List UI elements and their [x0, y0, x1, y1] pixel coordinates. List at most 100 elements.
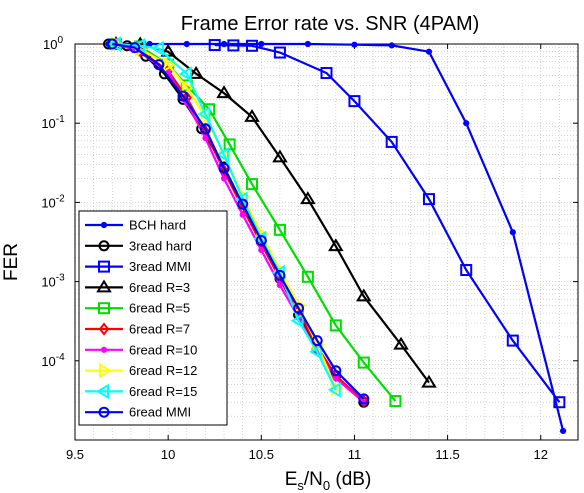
data-point: [153, 59, 165, 71]
data-point: [202, 134, 209, 142]
data-point: [227, 39, 240, 52]
data-point: [355, 288, 372, 302]
data-point: [329, 319, 342, 332]
data-point: [559, 427, 567, 435]
data-point: [110, 36, 124, 52]
data-point: [258, 40, 265, 48]
data-point: [311, 335, 323, 347]
data-point: [388, 42, 395, 49]
data-point: [216, 146, 230, 163]
data-point: [290, 313, 304, 329]
data-point: [301, 270, 314, 283]
data-point: [220, 175, 228, 182]
data-point: [98, 240, 110, 252]
data-point: [150, 40, 164, 57]
data-point: [463, 120, 470, 127]
x-tick-label: 10: [161, 447, 175, 462]
data-point: [208, 39, 221, 52]
data-point: [98, 322, 110, 336]
data-point: [199, 123, 211, 135]
data-point: [509, 229, 516, 236]
plot-area: 9.5 10 10.5 11 11.5 12 100 10-1 10-2 10-3 10-4 BCH …: [41, 35, 579, 462]
data-point: [178, 66, 192, 82]
legend-item: 3read MMI: [85, 259, 191, 274]
data-point: [274, 269, 286, 281]
data-point: [188, 65, 204, 79]
data-point: [309, 344, 323, 360]
data-point: [197, 106, 211, 122]
data-point: [100, 346, 108, 353]
data-point: [245, 39, 258, 52]
legend-label: 6read R=15: [129, 384, 197, 399]
series-line: [112, 42, 365, 400]
legend-item: 6read R=10: [85, 342, 197, 357]
legend-item: BCH hard: [85, 218, 186, 233]
data-point: [181, 80, 195, 96]
x-tick-label: 10.5: [249, 447, 274, 462]
data-point: [421, 374, 437, 388]
data-point: [129, 42, 141, 54]
legend-item: 6read R=5: [85, 301, 190, 316]
legend-label: 6read MMI: [129, 405, 191, 420]
legend-label: 3read hard: [129, 238, 192, 253]
data-point: [106, 38, 118, 50]
x-tick-label: 11.5: [435, 447, 459, 462]
series-line: [214, 43, 561, 403]
data-point: [258, 246, 265, 254]
data-point: [358, 393, 370, 405]
data-point: [99, 362, 112, 379]
legend-item: 6read R=12: [85, 362, 197, 379]
y-tick-label: 10-4: [41, 352, 65, 369]
data-point: [255, 235, 267, 247]
data-point: [425, 48, 433, 55]
legend-label: 3read MMI: [129, 259, 191, 274]
x-axis-label: Es/N0 (dB): [285, 469, 372, 493]
legend-label: 6read R=5: [129, 301, 190, 316]
data-point: [96, 279, 112, 293]
data-point: [351, 41, 358, 48]
data-point: [272, 149, 288, 163]
data-point: [273, 223, 286, 236]
data-point: [245, 178, 258, 191]
data-point: [357, 356, 370, 369]
data-point: [98, 260, 110, 273]
legend-label: BCH hard: [129, 218, 186, 233]
data-point: [98, 406, 110, 418]
data-point: [320, 67, 333, 80]
data-point: [385, 135, 398, 148]
x-tick-label: 11: [348, 447, 362, 462]
chart-title: Frame Error rate vs. SNR (4PAM): [181, 13, 480, 35]
data-point: [183, 40, 190, 48]
data-point: [276, 282, 284, 289]
legend-label: 6read R=10: [129, 342, 197, 357]
data-point: [273, 46, 286, 59]
legend-item: 6read R=3: [85, 279, 190, 295]
data-point: [304, 40, 311, 48]
legend-item: 3read hard: [85, 238, 192, 253]
legend-label: 6read R=7: [129, 322, 190, 337]
data-point: [223, 138, 236, 151]
data-point: [98, 302, 110, 315]
data-point: [300, 191, 316, 205]
data-point: [327, 382, 341, 398]
data-point: [218, 162, 230, 174]
series-6read-mmi: [106, 38, 370, 405]
series-line: [108, 42, 565, 432]
data-point: [100, 221, 108, 229]
data-point: [506, 334, 519, 347]
data-point: [389, 395, 402, 408]
data-point: [244, 108, 260, 122]
data-point: [328, 238, 344, 252]
data-point: [237, 198, 249, 210]
data-point: [348, 95, 361, 108]
y-tick-label: 10-2: [41, 193, 65, 210]
y-tick-label: 100: [43, 35, 63, 52]
data-point: [239, 211, 246, 218]
y-axis-label: FER: [1, 243, 22, 281]
y-tick-label: 10-3: [41, 273, 65, 290]
data-point: [460, 264, 473, 277]
legend-item: 6read R=15: [85, 383, 197, 400]
x-tick-label: 9.5: [66, 447, 84, 462]
y-tick-label: 10-1: [41, 114, 65, 131]
